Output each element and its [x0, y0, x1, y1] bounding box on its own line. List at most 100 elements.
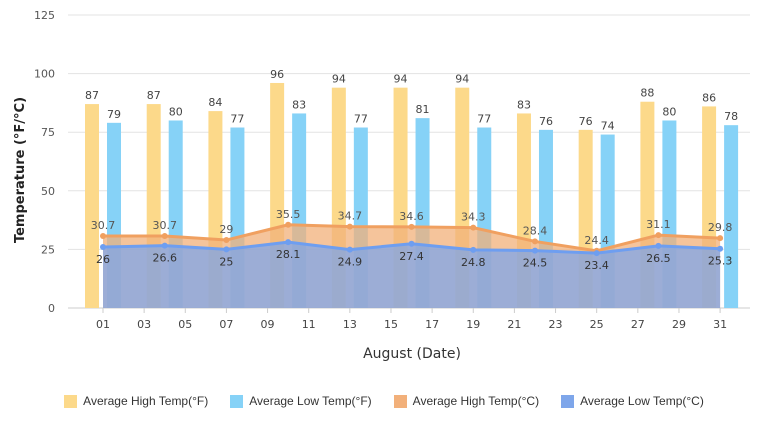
- data-label: 30.7: [152, 219, 177, 232]
- data-label: 77: [230, 113, 244, 126]
- data-label: 23.4: [584, 259, 609, 272]
- marker: [531, 238, 538, 245]
- marker: [223, 237, 230, 244]
- marker: [285, 239, 292, 246]
- data-label: 24.8: [461, 256, 486, 269]
- legend-label: Average High Temp(°F): [83, 394, 209, 408]
- data-label: 77: [354, 113, 368, 126]
- legend-label: Average High Temp(°C): [412, 394, 540, 408]
- data-label: 83: [517, 98, 531, 111]
- x-tick-label: 25: [590, 318, 604, 331]
- marker: [100, 233, 106, 240]
- marker: [285, 221, 292, 228]
- data-label: 26.5: [646, 252, 671, 265]
- data-label: 30.7: [91, 219, 116, 232]
- legend-swatch: [561, 394, 575, 408]
- data-label: 24.5: [523, 257, 548, 270]
- data-label: 77: [477, 113, 491, 126]
- data-label: 86: [702, 91, 716, 104]
- marker: [161, 242, 168, 249]
- y-axis-label: Temperature (°F/°C): [13, 97, 28, 243]
- x-axis-label: August (Date): [363, 346, 461, 362]
- x-tick-label: 03: [137, 318, 151, 331]
- x-tick-label: 09: [261, 318, 275, 331]
- marker: [470, 246, 477, 253]
- marker: [717, 245, 724, 252]
- area-low-c: [103, 242, 721, 308]
- data-label: 34.3: [461, 211, 486, 224]
- legend-item[interactable]: Average Low Temp(°C): [561, 394, 704, 408]
- legend-item[interactable]: Average Low Temp(°F): [230, 394, 372, 408]
- marker: [470, 224, 477, 231]
- data-label: 76: [579, 115, 593, 128]
- x-tick-label: 31: [713, 318, 727, 331]
- data-label: 29: [219, 223, 233, 236]
- legend-swatch: [230, 394, 244, 408]
- chart-svg: Temperature (°F/°C) August (Date) 0 25 50 7…: [13, 9, 750, 362]
- x-tick-label: 19: [466, 318, 480, 331]
- data-label: 94: [394, 73, 408, 86]
- data-label: 83: [292, 98, 306, 111]
- data-label: 80: [169, 105, 183, 118]
- x-tick-label: 27: [631, 318, 645, 331]
- x-tick-label: 11: [302, 318, 316, 331]
- data-label: 26: [96, 253, 110, 266]
- x-tick-label: 05: [178, 318, 192, 331]
- data-label: 79: [107, 108, 121, 121]
- marker: [717, 235, 724, 242]
- data-label: 27.4: [399, 250, 424, 263]
- data-label: 78: [724, 110, 738, 123]
- x-tick-label: 21: [507, 318, 521, 331]
- x-tick-label: 29: [672, 318, 686, 331]
- legend-label: Average Low Temp(°C): [580, 394, 704, 408]
- legend-swatch: [393, 394, 407, 408]
- data-label: 29.8: [708, 221, 733, 234]
- data-label: 26.6: [152, 252, 177, 265]
- data-label: 84: [208, 96, 222, 109]
- legend-item[interactable]: Average High Temp(°F): [64, 394, 208, 408]
- data-label: 96: [270, 68, 284, 81]
- data-label: 81: [416, 103, 430, 116]
- x-tick-label: 17: [425, 318, 439, 331]
- y-tick-label: 0: [48, 302, 55, 315]
- data-label: 25.3: [708, 255, 733, 268]
- y-tick-label: 50: [41, 185, 55, 198]
- y-tick-label: 125: [34, 9, 55, 22]
- legend-item[interactable]: Average High Temp(°C): [393, 394, 540, 408]
- marker: [408, 240, 415, 247]
- marker: [408, 223, 415, 230]
- y-tick-label: 100: [34, 68, 55, 81]
- bar: [724, 125, 739, 308]
- data-label: 87: [85, 89, 99, 102]
- data-label: 31.1: [646, 218, 671, 231]
- marker: [346, 246, 353, 253]
- data-label: 88: [640, 87, 654, 100]
- bar: [85, 104, 99, 309]
- marker: [161, 233, 168, 240]
- x-tick-label: 01: [96, 318, 110, 331]
- data-label: 80: [662, 105, 676, 118]
- x-tick-label: 15: [384, 318, 398, 331]
- legend-swatch: [64, 394, 78, 408]
- data-label: 94: [332, 73, 346, 86]
- data-label: 87: [147, 89, 161, 102]
- data-label: 24.9: [338, 256, 363, 269]
- legend-label: Average Low Temp(°F): [249, 394, 372, 408]
- x-tick-label: 13: [343, 318, 357, 331]
- marker: [100, 244, 106, 251]
- marker: [655, 242, 662, 249]
- data-label: 34.6: [399, 210, 424, 223]
- marker: [593, 250, 600, 257]
- y-tick-label: 25: [41, 243, 55, 256]
- data-label: 74: [601, 120, 615, 133]
- data-label: 24.4: [584, 234, 609, 247]
- legend: Average High Temp(°F) Average Low Temp(°F…: [0, 394, 768, 408]
- data-label: 25: [219, 255, 233, 268]
- data-label: 34.7: [338, 210, 363, 223]
- data-label: 94: [455, 73, 469, 86]
- marker: [531, 247, 538, 254]
- y-tick-label: 75: [41, 126, 55, 139]
- data-label: 76: [539, 115, 553, 128]
- x-tick-label: 07: [219, 318, 233, 331]
